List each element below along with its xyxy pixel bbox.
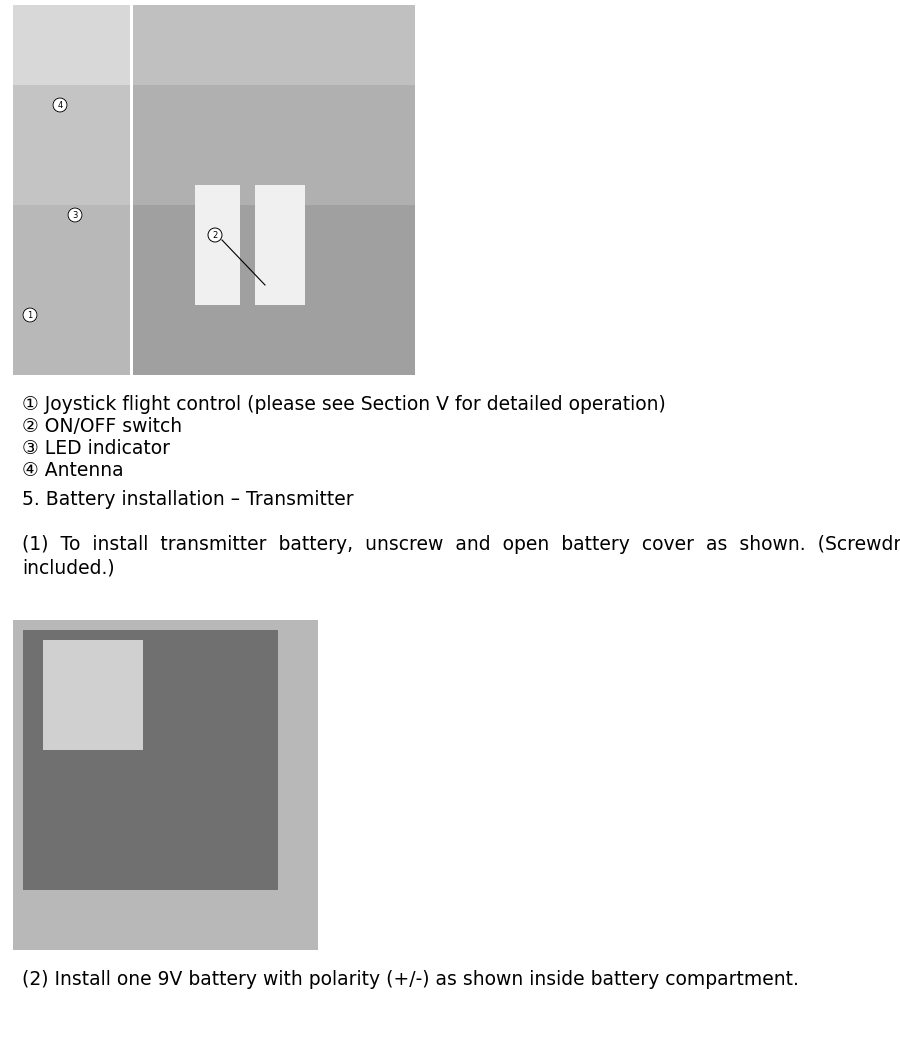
- Bar: [195, 186, 240, 305]
- Bar: [13, 620, 318, 950]
- Bar: [255, 186, 305, 305]
- Text: (1)  To  install  transmitter  battery,  unscrew  and  open  battery  cover  as : (1) To install transmitter battery, unsc…: [22, 535, 900, 554]
- Bar: [23, 630, 278, 890]
- Text: 5. Battery installation – Transmitter: 5. Battery installation – Transmitter: [22, 490, 354, 509]
- Text: 4: 4: [58, 101, 63, 109]
- Bar: [13, 620, 318, 950]
- Text: 1: 1: [27, 311, 32, 319]
- Bar: [13, 205, 130, 375]
- Text: ③ LED indicator: ③ LED indicator: [22, 439, 170, 458]
- Bar: [13, 85, 130, 205]
- Bar: [133, 5, 415, 375]
- Text: (2) Install one 9V battery with polarity (+/-) as shown inside battery compartme: (2) Install one 9V battery with polarity…: [22, 970, 799, 989]
- Text: ① Joystick flight control (please see Section V for detailed operation): ① Joystick flight control (please see Se…: [22, 395, 666, 414]
- Ellipse shape: [208, 228, 222, 242]
- Bar: [133, 85, 415, 205]
- Bar: [43, 640, 143, 750]
- Ellipse shape: [53, 98, 67, 112]
- Text: 2: 2: [212, 230, 218, 240]
- Text: included.): included.): [22, 558, 114, 577]
- Bar: [133, 5, 415, 85]
- Bar: [133, 205, 415, 375]
- Ellipse shape: [68, 208, 82, 222]
- Text: ④ Antenna: ④ Antenna: [22, 461, 123, 480]
- Ellipse shape: [23, 308, 37, 322]
- Text: ② ON/OFF switch: ② ON/OFF switch: [22, 417, 182, 436]
- Text: 3: 3: [72, 211, 77, 219]
- Bar: [13, 5, 130, 375]
- Bar: [13, 5, 130, 85]
